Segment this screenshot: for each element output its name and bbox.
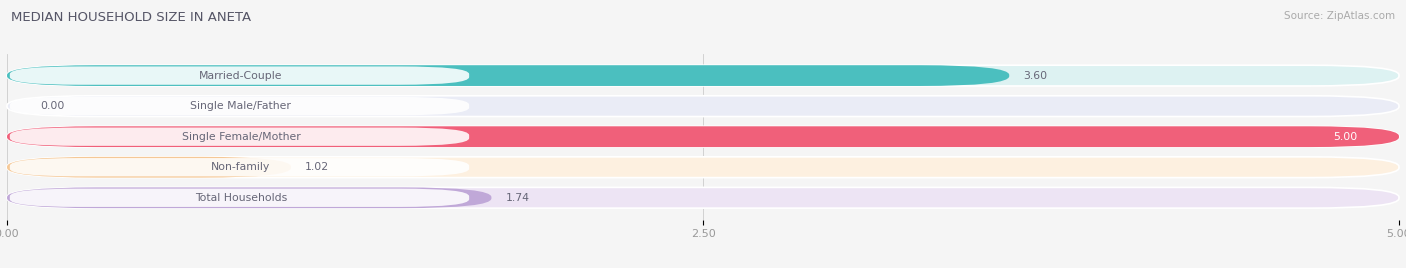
FancyBboxPatch shape	[10, 97, 470, 115]
Text: Total Households: Total Households	[195, 193, 287, 203]
Text: MEDIAN HOUSEHOLD SIZE IN ANETA: MEDIAN HOUSEHOLD SIZE IN ANETA	[11, 11, 252, 24]
FancyBboxPatch shape	[7, 65, 1010, 86]
Text: 1.74: 1.74	[505, 193, 529, 203]
FancyBboxPatch shape	[10, 66, 470, 85]
Text: Married-Couple: Married-Couple	[200, 70, 283, 81]
FancyBboxPatch shape	[7, 187, 1399, 208]
Text: 0.00: 0.00	[41, 101, 65, 111]
FancyBboxPatch shape	[10, 158, 470, 176]
FancyBboxPatch shape	[7, 96, 1399, 117]
Text: Single Male/Father: Single Male/Father	[190, 101, 291, 111]
Text: Single Female/Mother: Single Female/Mother	[181, 132, 301, 142]
FancyBboxPatch shape	[7, 157, 1399, 178]
FancyBboxPatch shape	[7, 126, 1399, 147]
Text: 1.02: 1.02	[305, 162, 329, 172]
Text: Source: ZipAtlas.com: Source: ZipAtlas.com	[1284, 11, 1395, 21]
Text: Non-family: Non-family	[211, 162, 270, 172]
FancyBboxPatch shape	[7, 187, 492, 208]
FancyBboxPatch shape	[7, 126, 1399, 147]
FancyBboxPatch shape	[7, 65, 1399, 86]
Text: 5.00: 5.00	[1333, 132, 1357, 142]
Text: 3.60: 3.60	[1024, 70, 1047, 81]
FancyBboxPatch shape	[10, 189, 470, 207]
FancyBboxPatch shape	[10, 128, 470, 146]
FancyBboxPatch shape	[7, 157, 291, 178]
